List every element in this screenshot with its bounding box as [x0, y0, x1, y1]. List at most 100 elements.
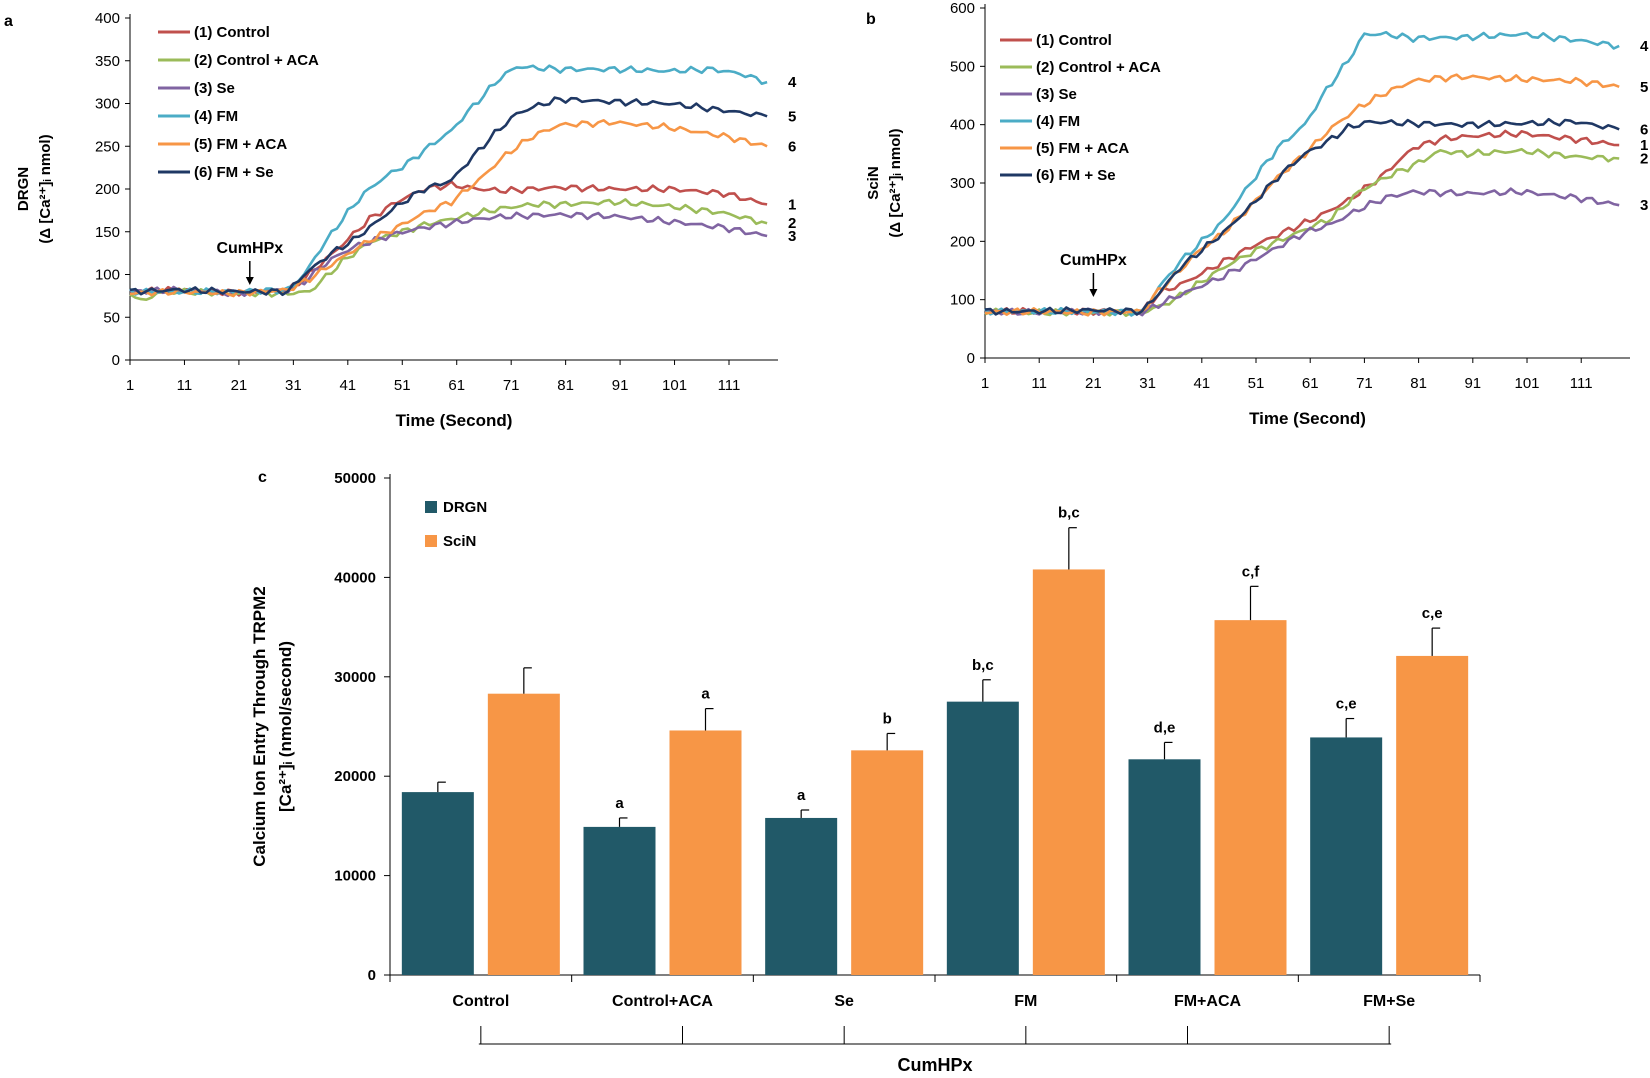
- x-tick-label: 21: [231, 377, 248, 394]
- legend-label: (5) FM + ACA: [1036, 140, 1129, 157]
- y-tick-label: 10000: [334, 868, 376, 885]
- y-axis-title: (Δ [Ca²⁺]ᵢ nmol): [37, 134, 54, 243]
- x-tick-label: 91: [1464, 375, 1481, 392]
- y-tick-label: 150: [95, 224, 120, 241]
- series-end-label: 6: [1640, 121, 1648, 138]
- y-tick-label: 500: [950, 58, 975, 75]
- y-axis-title: [Ca²⁺]ᵢ (nmol/second): [276, 641, 295, 812]
- category-label: Control+ACA: [612, 993, 713, 1010]
- series-end-label: 6: [788, 138, 796, 155]
- y-axis-title: DRGN: [15, 167, 32, 211]
- series-line: [129, 119, 768, 298]
- series-line: [129, 96, 768, 297]
- x-tick-label: 21: [1085, 375, 1102, 392]
- legend-label: SciN: [443, 533, 476, 550]
- series-end-label: 3: [1640, 197, 1648, 214]
- y-tick-label: 250: [95, 138, 120, 155]
- x-tick-label: 31: [1139, 375, 1156, 392]
- x-tick-label: 81: [557, 377, 574, 394]
- significance-label: c,e: [1422, 605, 1443, 622]
- series-line: [984, 129, 1620, 316]
- y-tick-label: 350: [95, 53, 120, 70]
- y-tick-label: 100: [950, 292, 975, 309]
- y-tick-label: 400: [950, 117, 975, 134]
- bar: [487, 693, 560, 975]
- panel-c: c 0 10000 20000 30000 40000 50000 Calcium Ion E…: [250, 469, 1481, 1075]
- y-tick-label: 0: [967, 350, 975, 367]
- legend-label: (4) FM: [1036, 113, 1080, 130]
- category-label: Se: [834, 993, 854, 1010]
- legend-label: DRGN: [443, 499, 487, 516]
- x-tick-label: 81: [1410, 375, 1427, 392]
- series-end-label: 5: [1640, 79, 1648, 96]
- bar: [1214, 620, 1287, 975]
- legend-label: (1) Control: [194, 24, 270, 41]
- x-tick-label: 61: [448, 377, 465, 394]
- significance-label: a: [615, 795, 624, 812]
- x-tick-label: 51: [394, 377, 411, 394]
- x-tick-label: 101: [662, 377, 687, 394]
- legend-label: (4) FM: [194, 108, 238, 125]
- legend-label: (1) Control: [1036, 32, 1112, 49]
- x-tick-label: 111: [1570, 375, 1593, 392]
- y-tick-label: 200: [950, 233, 975, 250]
- legend-label: (5) FM + ACA: [194, 136, 287, 153]
- significance-label: b,c: [972, 657, 994, 674]
- bar: [1396, 655, 1469, 975]
- x-tick-label: 31: [285, 377, 302, 394]
- series-end-label: 3: [788, 228, 796, 245]
- y-tick-label: 300: [95, 96, 120, 113]
- panel-label: c: [258, 469, 267, 486]
- legend-label: (3) Se: [1036, 86, 1077, 103]
- significance-label: d,e: [1154, 719, 1176, 736]
- legend-label: (6) FM + Se: [194, 164, 274, 181]
- y-tick-label: 50000: [334, 470, 376, 487]
- significance-label: c,f: [1242, 563, 1261, 580]
- series-line: [984, 73, 1620, 317]
- bar: [669, 730, 742, 975]
- y-axis-title: Calcium Ion Entry Through TRPM2: [250, 586, 269, 867]
- significance-label: b,c: [1058, 505, 1080, 522]
- series-end-label: 5: [788, 108, 796, 125]
- y-tick-label: 30000: [334, 669, 376, 686]
- series-line: [129, 180, 768, 297]
- annotation-label: CumHPx: [1060, 252, 1127, 269]
- legend-swatch: [425, 535, 437, 547]
- category-label: FM+Se: [1363, 993, 1415, 1010]
- x-tick-label: 1: [981, 375, 989, 392]
- y-tick-label: 40000: [334, 569, 376, 586]
- y-tick-label: 50: [103, 309, 120, 326]
- bar: [946, 701, 1019, 975]
- annotation-arrowhead: [245, 277, 254, 285]
- panel-label: a: [4, 13, 13, 30]
- category-label: FM: [1014, 993, 1037, 1010]
- legend-swatch: [425, 501, 437, 513]
- y-axis-title: (Δ [Ca²⁺]ᵢ nmol): [887, 128, 904, 237]
- y-tick-label: 20000: [334, 768, 376, 785]
- series-end-label: 4: [1640, 38, 1649, 55]
- annotation-label: CumHPx: [216, 240, 283, 257]
- y-axis-title: SciN: [865, 166, 882, 199]
- panel-label: b: [866, 11, 876, 28]
- legend-label: (3) Se: [194, 80, 235, 97]
- x-tick-label: 41: [339, 377, 356, 394]
- x-tick-label: 11: [1031, 375, 1047, 392]
- series-end-label: 4: [788, 74, 797, 91]
- bar: [851, 750, 924, 975]
- series-end-label: 2: [1640, 151, 1648, 168]
- bar: [401, 792, 474, 975]
- significance-label: c,e: [1336, 696, 1357, 713]
- significance-label: a: [797, 787, 806, 804]
- y-tick-label: 600: [950, 0, 975, 17]
- series-end-label: 1: [788, 196, 796, 213]
- bar: [583, 826, 656, 975]
- x-tick-label: 101: [1515, 375, 1540, 392]
- annotation-arrowhead: [1089, 289, 1098, 297]
- bar: [1310, 737, 1383, 975]
- y-tick-label: 300: [950, 175, 975, 192]
- series-end-label: 1: [1640, 137, 1648, 154]
- legend-label: (6) FM + Se: [1036, 167, 1116, 184]
- x-tick-label: 91: [612, 377, 629, 394]
